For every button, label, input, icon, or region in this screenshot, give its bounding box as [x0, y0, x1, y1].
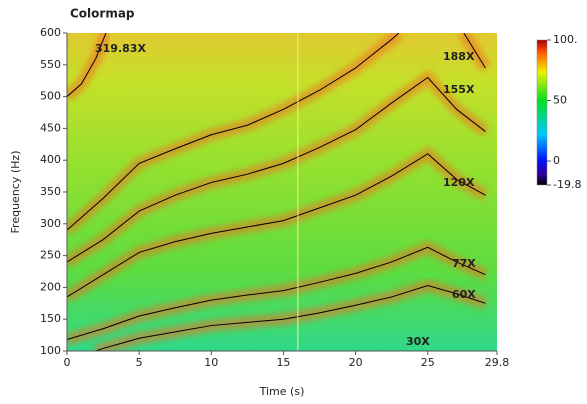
- y-tick-label: 100: [40, 344, 61, 357]
- y-tick-label: 300: [40, 217, 61, 230]
- x-axis-label: Time (s): [259, 385, 305, 398]
- y-tick-label: 400: [40, 153, 61, 166]
- y-tick-label: 600: [40, 26, 61, 39]
- y-tick-label: 450: [40, 121, 61, 134]
- order-label: 155X: [443, 83, 475, 96]
- colorbar-tick-label: 50: [553, 94, 567, 107]
- x-tick-label: 29.8: [485, 356, 510, 369]
- colorbar-tick-label: -19.8: [553, 178, 581, 191]
- y-tick-label: 500: [40, 90, 61, 103]
- plot-area: [67, 33, 491, 351]
- x-tick-label: 25: [421, 356, 435, 369]
- y-tick-label: 150: [40, 312, 61, 325]
- order-label: 60X: [452, 288, 476, 301]
- x-tick-label: 10: [204, 356, 218, 369]
- order-line: [67, 153, 486, 298]
- chart-title: Colormap: [70, 7, 135, 21]
- colorbar-tick-label: 100.: [553, 33, 578, 46]
- order-label: 319.83X: [95, 42, 146, 55]
- order-line: [95, 284, 486, 351]
- order-line: [67, 33, 107, 97]
- y-tick-label: 550: [40, 58, 61, 71]
- y-tick-label: 350: [40, 185, 61, 198]
- x-tick-label: 15: [276, 356, 290, 369]
- colorbar-tick-label: 0: [553, 154, 560, 167]
- y-axis-label: Frequency (Hz): [9, 151, 22, 234]
- x-tick-label: 5: [136, 356, 143, 369]
- order-label: 30X: [406, 335, 430, 348]
- y-tick-label: 250: [40, 249, 61, 262]
- order-label: 188X: [443, 50, 475, 63]
- order-line: [67, 76, 486, 263]
- order-label: 77X: [452, 257, 476, 270]
- colorbar: [536, 39, 548, 186]
- x-tick-label: 20: [349, 356, 363, 369]
- order-line: [67, 33, 486, 231]
- y-tick-label: 200: [40, 280, 61, 293]
- order-label: 120X: [443, 176, 475, 189]
- order-line: [67, 246, 486, 341]
- x-tick-label: 0: [64, 356, 71, 369]
